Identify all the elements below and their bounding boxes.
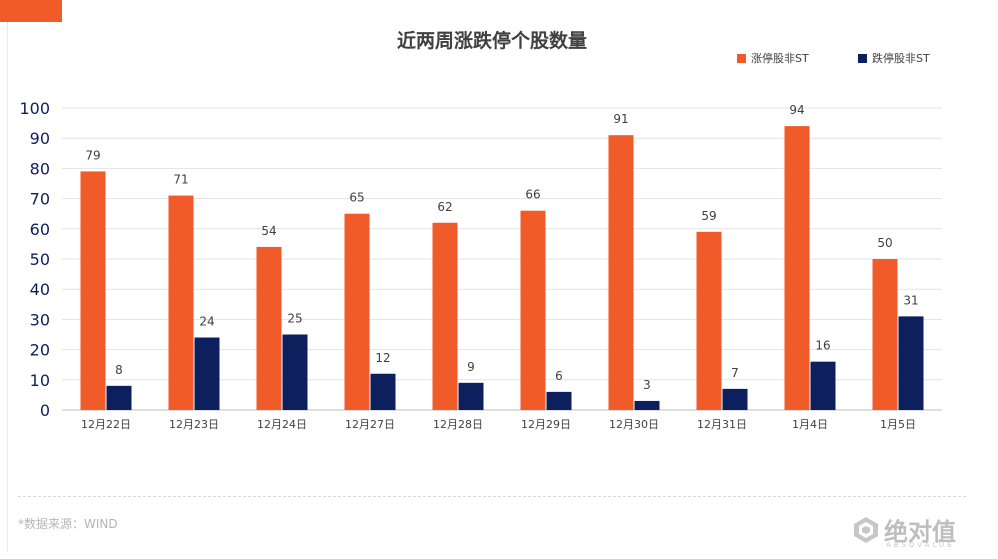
- bar-limit-down: [458, 382, 484, 410]
- bar-limit-up: [872, 259, 898, 410]
- x-tick-label: 12月31日: [697, 418, 747, 431]
- bar-limit-up: [608, 135, 634, 410]
- y-tick-label: 70: [30, 190, 50, 209]
- data-label: 66: [525, 188, 540, 202]
- y-tick-label: 10: [30, 371, 50, 390]
- data-label: 31: [903, 293, 918, 307]
- bar-limit-down: [546, 391, 572, 410]
- bar-limit-up: [80, 171, 106, 410]
- data-label: 9: [467, 360, 475, 374]
- bar-limit-up: [696, 231, 722, 410]
- data-label: 16: [815, 339, 830, 353]
- watermark-text: 绝对值: [884, 518, 956, 546]
- data-label: 91: [613, 112, 628, 126]
- x-tick-label: 1月5日: [880, 418, 916, 431]
- bar-limit-up: [256, 246, 282, 410]
- y-tick-label: 0: [40, 401, 50, 420]
- data-label: 8: [115, 363, 123, 377]
- bar-limit-down: [634, 400, 660, 410]
- footer-divider: [18, 496, 966, 497]
- watermark-subtext: ABSOVALUE: [886, 541, 955, 549]
- y-tick-label: 80: [30, 159, 50, 178]
- bar-limit-down: [282, 334, 308, 410]
- absovalue-logo-icon: [854, 517, 878, 543]
- bar-limit-up: [344, 213, 370, 410]
- x-tick-label: 12月27日: [345, 418, 395, 431]
- x-tick-label: 12月23日: [169, 418, 219, 431]
- x-tick-label: 12月24日: [257, 418, 307, 431]
- x-tick-label: 12月29日: [521, 418, 571, 431]
- data-label: 71: [173, 173, 188, 187]
- legend-label: 跌停股非ST: [872, 51, 930, 65]
- bar-limit-up: [168, 195, 194, 410]
- y-axis: 0 10 20 30 40 50 60 70 80 90 100: [19, 99, 50, 420]
- data-label: 6: [555, 369, 563, 383]
- bar-limit-down: [810, 361, 836, 410]
- corner-accent-tab: [0, 0, 62, 22]
- x-tick-label: 1月4日: [792, 418, 828, 431]
- x-tick-label: 12月28日: [433, 418, 483, 431]
- bar-limit-down: [898, 316, 924, 410]
- bar-limit-up: [520, 210, 546, 410]
- legend-swatch: [858, 54, 867, 63]
- y-tick-label: 90: [30, 129, 50, 148]
- left-dotted-rule: [7, 22, 8, 552]
- x-tick-label: 12月22日: [81, 418, 131, 431]
- legend: 涨停股非ST 跌停股非ST: [737, 51, 930, 65]
- brand-watermark: 绝对值 ABSOVALUE: [852, 510, 982, 550]
- y-tick-label: 60: [30, 220, 50, 239]
- y-tick-label: 40: [30, 280, 50, 299]
- bar-limit-down: [106, 385, 132, 410]
- data-label: 25: [287, 312, 302, 326]
- data-label: 54: [261, 224, 276, 238]
- y-tick-label: 30: [30, 310, 50, 329]
- bar-limit-down: [370, 373, 396, 410]
- y-tick-label: 100: [19, 99, 50, 118]
- bar-limit-up: [432, 222, 458, 410]
- bar-limit-down: [194, 337, 220, 410]
- legend-label: 涨停股非ST: [751, 51, 809, 65]
- data-label: 50: [877, 236, 892, 250]
- data-label: 65: [349, 191, 364, 205]
- data-label: 59: [701, 209, 716, 223]
- chart-title: 近两周涨跌停个股数量: [397, 29, 587, 52]
- data-label: 62: [437, 200, 452, 214]
- legend-swatch: [737, 54, 746, 63]
- bar-limit-up: [784, 126, 810, 411]
- y-tick-label: 50: [30, 250, 50, 269]
- x-tick-label: 12月30日: [609, 418, 659, 431]
- gridlines: [62, 107, 942, 411]
- data-label: 7: [731, 366, 739, 380]
- data-label: 79: [85, 148, 100, 162]
- data-label: 3: [643, 378, 651, 392]
- x-axis: 12月22日 12月23日 12月24日 12月27日 12月28日 12月29日 12月3…: [81, 418, 916, 431]
- bar-limit-down: [722, 388, 748, 410]
- data-label: 24: [199, 315, 214, 329]
- data-source-note: *数据来源：WIND: [18, 517, 118, 531]
- data-label: 12: [375, 351, 390, 365]
- data-label: 94: [789, 103, 804, 117]
- y-tick-label: 20: [30, 341, 50, 360]
